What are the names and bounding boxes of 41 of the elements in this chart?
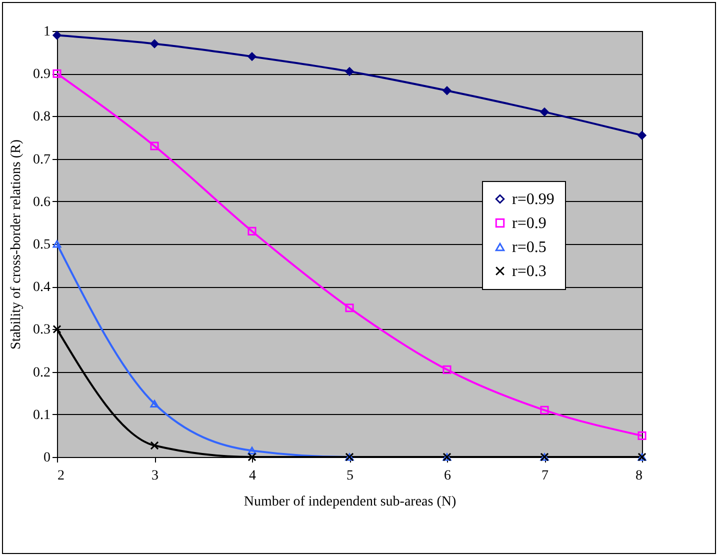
x-tick-label: 4 xyxy=(249,468,256,484)
x-tick-label: 3 xyxy=(152,468,158,484)
point xyxy=(638,431,646,440)
point xyxy=(150,39,159,48)
legend-label: r=0.5 xyxy=(512,239,546,256)
point xyxy=(540,108,549,116)
y-tick-label: 0.5 xyxy=(33,238,50,252)
x-tick-label: 5 xyxy=(346,468,354,484)
point xyxy=(442,365,452,374)
point xyxy=(345,304,354,312)
point xyxy=(248,226,256,236)
y-tick-label: 0.6 xyxy=(33,194,50,210)
point xyxy=(248,52,256,61)
point xyxy=(442,86,452,95)
y-tick-label: 0.9 xyxy=(33,67,50,82)
point xyxy=(638,131,646,140)
point xyxy=(150,142,159,150)
point xyxy=(52,30,62,40)
point xyxy=(540,406,549,414)
legend-label: r=0.99 xyxy=(512,191,554,208)
x-tick-label: 6 xyxy=(444,468,451,484)
legend-label: r=0.9 xyxy=(512,215,546,232)
y-tick-label: 0.3 xyxy=(33,322,50,338)
x-tick-label: 2 xyxy=(58,468,64,484)
point xyxy=(150,400,159,408)
x-tick-label: 7 xyxy=(542,468,548,484)
point xyxy=(345,67,354,76)
y-axis-title: Stability of cross-border relations (R) xyxy=(9,139,24,350)
point xyxy=(150,441,159,450)
point xyxy=(248,446,256,454)
y-tick-label: 0.2 xyxy=(33,365,50,380)
point xyxy=(248,452,256,462)
y-tick-label: 0.8 xyxy=(33,110,50,125)
y-tick-label: 0.7 xyxy=(33,152,50,168)
y-tick-label: 1 xyxy=(44,24,50,40)
y-tick-label: 0.4 xyxy=(33,280,50,296)
x-axis-title: Number of independent sub-areas (N) xyxy=(244,494,456,510)
legend-label: r=0.3 xyxy=(512,263,546,280)
y-tick-label: 0 xyxy=(44,450,50,466)
y-tick-label: 0.1 xyxy=(33,408,50,423)
x-tick-label: 8 xyxy=(636,468,642,484)
